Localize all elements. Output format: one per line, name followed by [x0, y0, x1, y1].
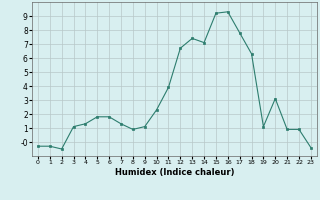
- X-axis label: Humidex (Indice chaleur): Humidex (Indice chaleur): [115, 168, 234, 177]
